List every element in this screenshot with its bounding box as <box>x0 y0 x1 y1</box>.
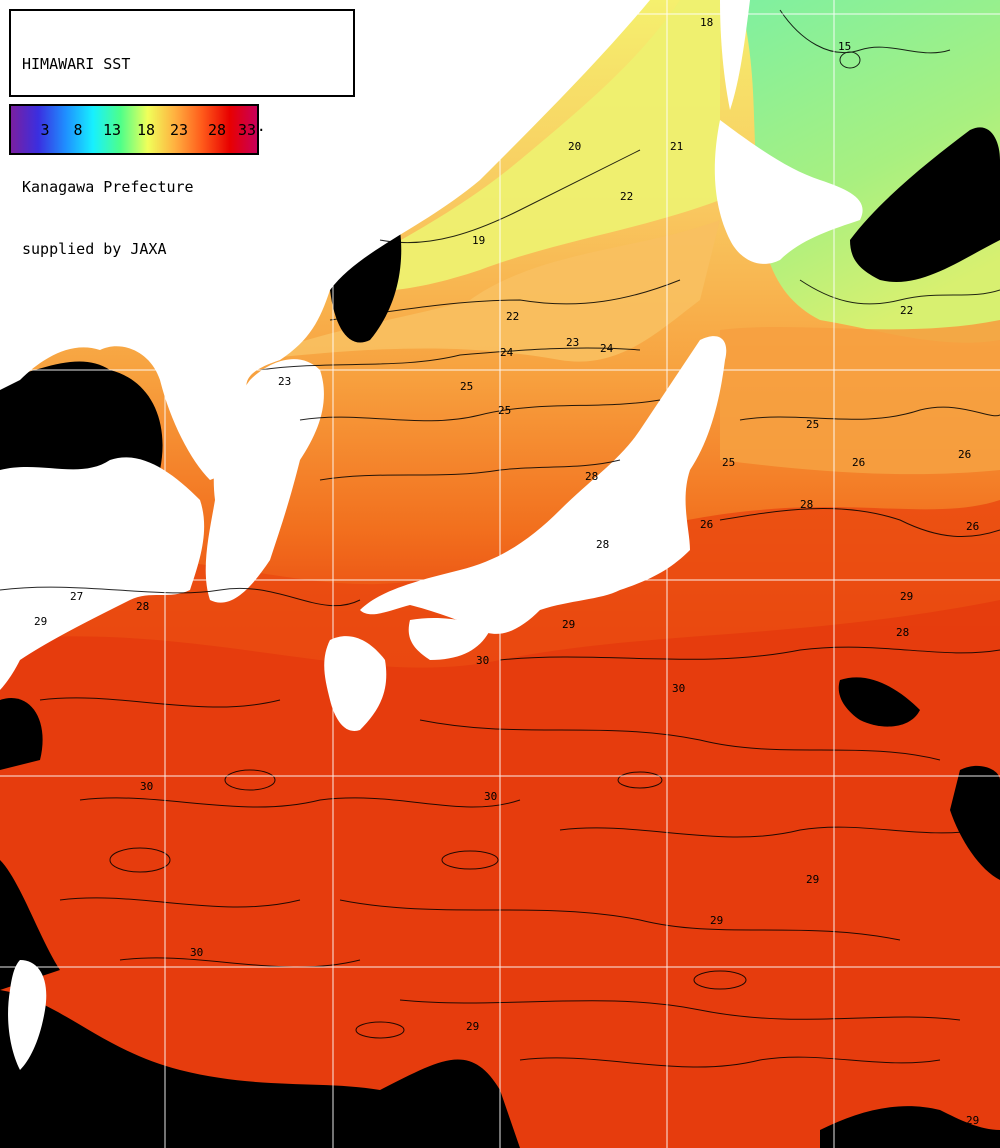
map-credit: supplied by JAXA <box>22 239 353 260</box>
contour-label: 28 <box>136 600 149 613</box>
contour-label: 30 <box>476 654 489 667</box>
contour-label: 27 <box>70 590 83 603</box>
contour-label: 30 <box>190 946 203 959</box>
legend-label-33: 33 <box>238 121 256 139</box>
legend-label-13: 13 <box>103 121 121 139</box>
map-info-box: HIMAWARI SST 2025/09/16 01(UTC) 3H Comp.… <box>9 9 355 97</box>
contour-label: 19 <box>472 234 485 247</box>
contour-label: 26 <box>852 456 865 469</box>
map-title: HIMAWARI SST <box>22 54 353 75</box>
legend-label-23: 23 <box>170 121 188 139</box>
contour-label: 25 <box>806 418 819 431</box>
legend-label-3: 3 <box>40 121 49 139</box>
contour-label: 29 <box>710 914 723 927</box>
contour-label: 30 <box>484 790 497 803</box>
contour-label: 20 <box>568 140 581 153</box>
contour-label: 30 <box>672 682 685 695</box>
contour-label: 29 <box>806 873 819 886</box>
contour-label: 18 <box>700 16 713 29</box>
contour-label: 25 <box>722 456 735 469</box>
contour-label: 28 <box>585 470 598 483</box>
contour-label: 24 <box>600 342 614 355</box>
contour-label: 29 <box>900 590 913 603</box>
contour-label: 29 <box>562 618 575 631</box>
contour-label: 25 <box>498 404 511 417</box>
contour-label: 28 <box>800 498 813 511</box>
contour-label: 26 <box>958 448 971 461</box>
contour-label: 25 <box>460 380 473 393</box>
temperature-color-legend: 3 8 13 18 23 28 33 <box>9 104 259 155</box>
contour-label: 28 <box>596 538 609 551</box>
contour-label: 15 <box>838 40 851 53</box>
contour-label: 23 <box>566 336 579 349</box>
contour-label: 22 <box>506 310 519 323</box>
contour-label: 29 <box>966 1114 979 1127</box>
contour-label: 24 <box>500 346 514 359</box>
legend-labels: 3 8 13 18 23 28 33 <box>11 106 257 153</box>
contour-label: 29 <box>466 1020 479 1033</box>
contour-label: 21 <box>670 140 683 153</box>
map-region: Kanagawa Prefecture <box>22 177 353 198</box>
contour-label: 26 <box>966 520 979 533</box>
contour-label: 22 <box>620 190 633 203</box>
contour-label: 26 <box>700 518 713 531</box>
legend-label-28: 28 <box>208 121 226 139</box>
legend-label-8: 8 <box>73 121 82 139</box>
contour-label: 29 <box>34 615 47 628</box>
contour-label: 30 <box>140 780 153 793</box>
contour-label: 22 <box>900 304 913 317</box>
legend-label-18: 18 <box>137 121 155 139</box>
contour-label: 23 <box>278 375 291 388</box>
contour-label: 28 <box>896 626 909 639</box>
